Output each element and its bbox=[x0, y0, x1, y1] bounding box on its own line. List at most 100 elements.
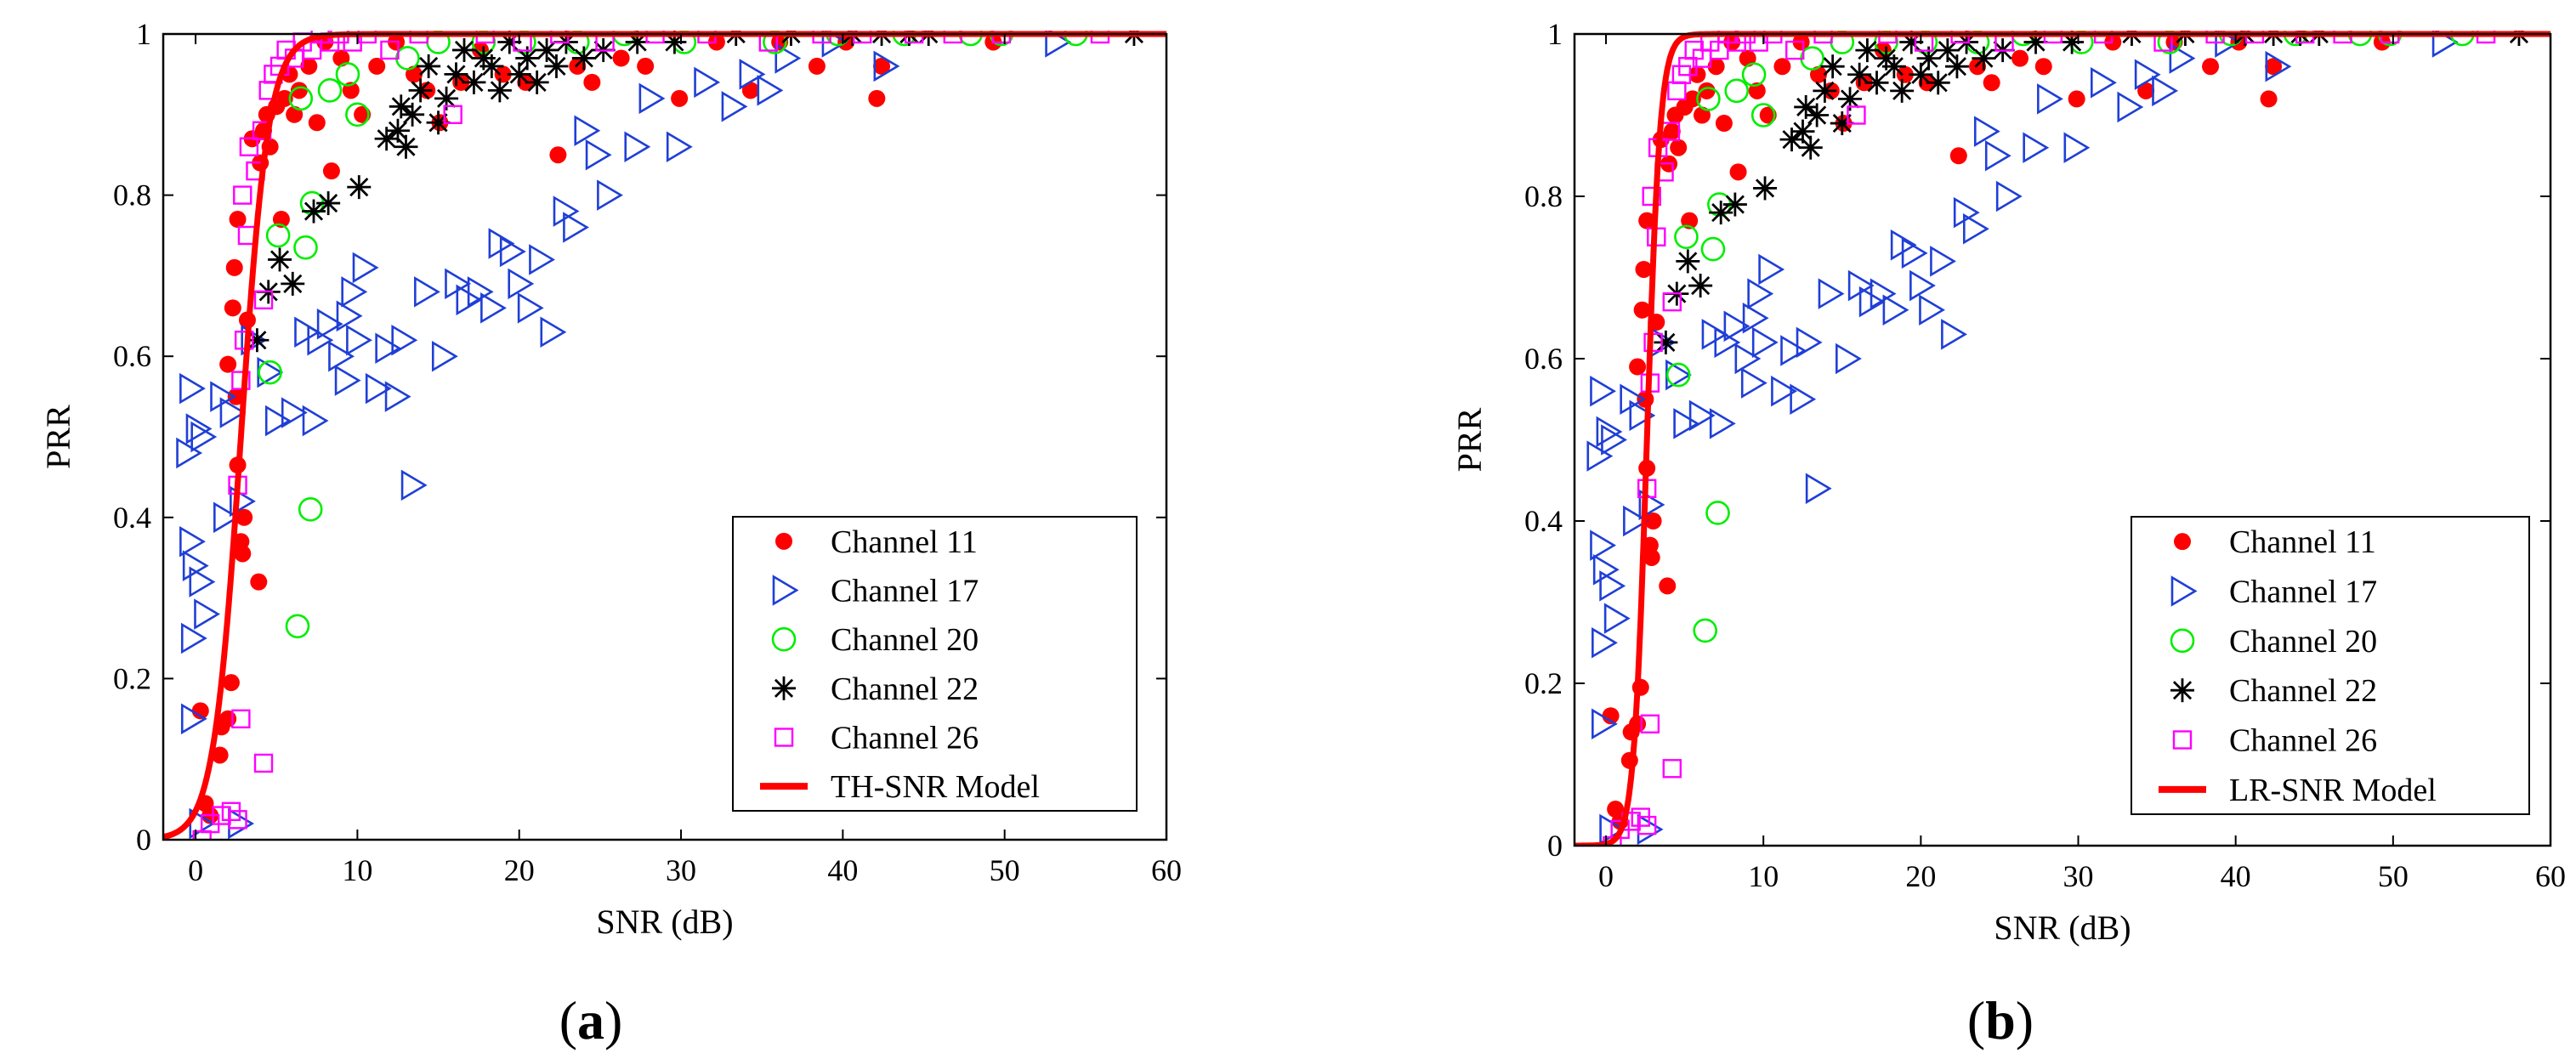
y-axis-label: PRR bbox=[39, 405, 77, 469]
channel-17-point bbox=[180, 622, 207, 654]
channel-17-point bbox=[365, 372, 392, 405]
channel-17-point bbox=[1747, 278, 1774, 309]
channel-17-point bbox=[508, 268, 535, 300]
channel-11-point bbox=[2011, 49, 2029, 67]
channel-20-point bbox=[335, 62, 360, 87]
channel-26-point bbox=[228, 810, 247, 830]
x-tick-label: 20 bbox=[504, 853, 535, 887]
legend-label-th-snr-model: TH-SNR Model bbox=[831, 769, 1040, 805]
channel-17-point bbox=[1592, 708, 1618, 740]
legend-label-channel-20: Channel 20 bbox=[2229, 624, 2377, 660]
channel-17-point bbox=[384, 381, 411, 412]
channel-22-point bbox=[444, 62, 468, 87]
channel-20-point bbox=[395, 46, 420, 71]
channel-20-point bbox=[288, 86, 314, 111]
channel-17-point bbox=[307, 324, 334, 356]
channel-22-point bbox=[1881, 54, 1906, 79]
legend-label-channel-26: Channel 26 bbox=[831, 721, 979, 756]
channel-11-point bbox=[549, 146, 567, 164]
plot-frame bbox=[162, 32, 1168, 841]
channel-17-point bbox=[624, 131, 651, 163]
y-axis-label: PRR bbox=[1450, 407, 1489, 472]
channel-11-point bbox=[583, 73, 601, 91]
channel-17-point bbox=[352, 252, 379, 284]
channel-22-point bbox=[316, 191, 341, 216]
channel-11-point bbox=[219, 710, 237, 728]
channel-22-point bbox=[1805, 103, 1830, 127]
channel-17-point bbox=[480, 292, 507, 324]
channel-17-point bbox=[179, 372, 206, 405]
channel-17-point bbox=[1590, 375, 1617, 407]
panel-caption-a-close: ) bbox=[604, 990, 622, 1051]
channel-17-point bbox=[1734, 343, 1762, 375]
channel-22-point bbox=[302, 199, 326, 224]
channel-17-point bbox=[666, 131, 693, 163]
channel-26-point bbox=[253, 290, 274, 310]
channel-17-point bbox=[375, 332, 402, 365]
channel-11-point bbox=[1729, 163, 1747, 181]
channel-17-point bbox=[1771, 375, 1797, 407]
legend: Channel 11 Channel 17 Channel 20 Channel 22… bbox=[2131, 516, 2530, 815]
channel-22-point bbox=[347, 175, 372, 200]
channel-11-point bbox=[1810, 65, 1827, 83]
channel-11-point bbox=[1693, 106, 1711, 124]
channel-20-point bbox=[1750, 103, 1776, 127]
channel-22-point bbox=[1847, 62, 1872, 87]
legend-marker-channel-17 bbox=[2170, 575, 2198, 607]
channel-11-point bbox=[1759, 106, 1777, 124]
channel-11-point bbox=[225, 258, 243, 276]
x-tick-label: 30 bbox=[2063, 859, 2094, 893]
channel-26-point bbox=[239, 137, 259, 156]
channel-11-point bbox=[1644, 513, 1662, 530]
channel-11-point bbox=[1969, 58, 1987, 76]
channel-17-point bbox=[1963, 212, 1989, 245]
channel-26-point bbox=[1662, 292, 1682, 312]
channel-17-point bbox=[1599, 570, 1626, 602]
legend-marker-channel-11 bbox=[775, 532, 792, 550]
channel-17-point bbox=[638, 82, 666, 115]
channel-17-point bbox=[2063, 132, 2091, 163]
channel-17-point bbox=[1836, 343, 1862, 375]
channel-17-point bbox=[739, 59, 766, 90]
channel-22-point bbox=[400, 102, 425, 127]
channel-17-point bbox=[694, 66, 721, 99]
x-tick-label: 50 bbox=[2378, 859, 2409, 893]
channel-17-point bbox=[179, 525, 206, 558]
x-tick-label: 40 bbox=[2221, 859, 2251, 893]
panel-caption-a: (a) bbox=[559, 990, 623, 1051]
channel-26-point bbox=[443, 105, 462, 125]
channel-11-point bbox=[300, 57, 318, 75]
channel-26-point bbox=[253, 753, 274, 773]
channel-17-point bbox=[328, 340, 355, 372]
legend-label-channel-20: Channel 20 bbox=[831, 622, 979, 658]
channel-17-point bbox=[1953, 196, 1980, 229]
x-tick-label: 10 bbox=[1748, 859, 1779, 893]
x-tick-label: 10 bbox=[342, 853, 372, 887]
channel-11-point bbox=[1663, 122, 1681, 140]
channel-26-point bbox=[380, 40, 400, 60]
channel-11-point bbox=[1773, 58, 1791, 76]
legend: Channel 11 Channel 17 Channel 20 Channel 22… bbox=[732, 516, 1138, 812]
legend-marker-channel-20 bbox=[2170, 628, 2195, 654]
channel-11-point bbox=[2137, 82, 2155, 99]
channel-11-point bbox=[275, 89, 293, 107]
channel-17-point bbox=[1623, 505, 1649, 537]
channel-26-point bbox=[231, 709, 251, 728]
channel-11-point bbox=[235, 508, 253, 526]
channel-22-point bbox=[268, 247, 292, 272]
channel-11-point bbox=[219, 355, 237, 373]
channel-17-point bbox=[1701, 319, 1728, 350]
channel-11-point bbox=[290, 82, 308, 99]
chart-panel-a: 0 10 20 30 40 50 60 0 0.2 0.4 0.6 0.8 1 SNR (dB) PRR Ch… bbox=[39, 17, 1182, 941]
channel-22-point bbox=[544, 54, 569, 78]
channel-26-point bbox=[233, 185, 252, 205]
channel-17-point bbox=[336, 300, 363, 332]
channel-17-point bbox=[597, 179, 623, 211]
channel-20-point bbox=[1800, 46, 1824, 71]
channel-17-point bbox=[1723, 310, 1750, 343]
channel-17-point bbox=[1592, 554, 1620, 586]
channel-17-point bbox=[1818, 278, 1845, 309]
channel-22-point bbox=[462, 70, 486, 94]
channel-17-point bbox=[585, 139, 612, 171]
